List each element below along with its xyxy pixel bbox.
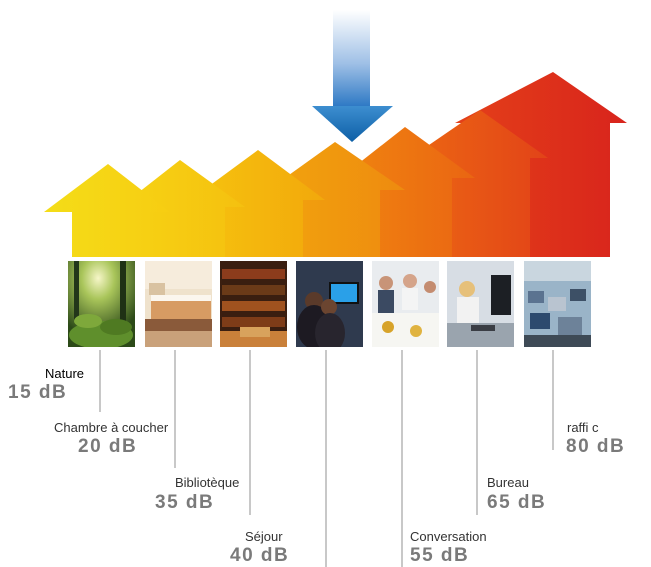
leader-line-chambre <box>174 350 176 468</box>
level-value-conversation: 55 dB <box>410 545 470 566</box>
leader-line-conversation <box>401 350 403 567</box>
library-photo <box>220 261 287 347</box>
level-label-conversation: Conversation <box>410 529 487 544</box>
level-value-chambre: 20 dB <box>78 436 138 457</box>
noise-arrows-graphic <box>44 10 627 257</box>
level-label-sejour: Séjour <box>245 529 283 544</box>
level-label-bureau: Bureau <box>487 475 529 490</box>
level-label-nature: Nature <box>45 366 85 381</box>
blue-down-arrow-icon <box>312 10 393 142</box>
level-value-bureau: 65 dB <box>487 492 547 513</box>
level-value-bibliotheque: 35 dB <box>155 492 215 513</box>
leader-line-bureau <box>476 350 478 515</box>
arrow-20db <box>120 160 245 257</box>
level-value-sejour: 40 dB <box>230 545 290 566</box>
level-value-trafic: 80 dB <box>566 436 626 457</box>
level-label-chambre: Chambre à coucher <box>54 420 169 435</box>
office-photo <box>447 261 514 347</box>
leader-line-bibliotheque <box>249 350 251 515</box>
arrow-15db <box>44 164 170 257</box>
level-label-trafic: raffi c <box>567 420 599 435</box>
traffic-photo <box>524 261 591 347</box>
dinner-conversation-photo <box>372 261 439 347</box>
leader-line-nature <box>99 350 101 412</box>
living-room-tv-photo <box>296 261 363 347</box>
forest-photo <box>68 261 135 347</box>
leader-line-trafic <box>552 350 554 450</box>
level-value-nature: 15 dB <box>8 382 68 403</box>
bedroom-photo <box>145 261 212 347</box>
leader-line-sejour <box>325 350 327 567</box>
level-label-bibliotheque: Bibliotèque <box>175 475 240 490</box>
